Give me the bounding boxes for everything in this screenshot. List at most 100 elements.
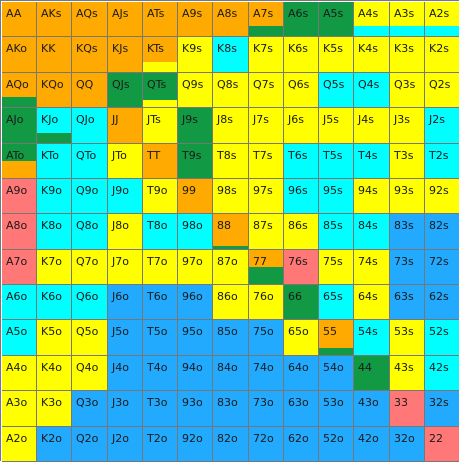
hand-cell-q4s[interactable]: Q4s (354, 73, 390, 108)
hand-cell-a8o[interactable]: A8o (2, 214, 37, 250)
hand-cell-t9o[interactable]: T9o (143, 179, 178, 214)
hand-cell-74s[interactable]: 74s (354, 250, 390, 285)
hand-cell-t3o[interactable]: T3o (143, 391, 178, 427)
hand-cell-43s[interactable]: 43s (390, 356, 425, 391)
hand-cell-k9o[interactable]: K9o (37, 179, 72, 214)
hand-cell-a2s[interactable]: A2s (425, 2, 459, 37)
hand-cell-a6o[interactable]: A6o (2, 285, 37, 320)
hand-cell-97o[interactable]: 97o (178, 250, 213, 285)
hand-cell-t4s[interactable]: T4s (354, 144, 390, 179)
hand-cell-k3o[interactable]: K3o (37, 391, 72, 427)
hand-cell-84s[interactable]: 84s (354, 214, 390, 250)
hand-cell-94s[interactable]: 94s (354, 179, 390, 214)
hand-cell-64o[interactable]: 64o (284, 356, 319, 391)
hand-cell-k2o[interactable]: K2o (37, 427, 72, 462)
hand-cell-jto[interactable]: JTo (108, 144, 143, 179)
hand-cell-q3s[interactable]: Q3s (390, 73, 425, 108)
hand-cell-43o[interactable]: 43o (354, 391, 390, 427)
hand-cell-ats[interactable]: ATs (143, 2, 178, 37)
hand-cell-q4o[interactable]: Q4o (72, 356, 108, 391)
hand-cell-42o[interactable]: 42o (354, 427, 390, 462)
hand-cell-96s[interactable]: 96s (284, 179, 319, 214)
hand-cell-qto[interactable]: QTo (72, 144, 108, 179)
hand-cell-92o[interactable]: 92o (178, 427, 213, 462)
hand-cell-74o[interactable]: 74o (249, 356, 284, 391)
hand-cell-83s[interactable]: 83s (390, 214, 425, 250)
hand-cell-ajo[interactable]: AJo (2, 108, 37, 144)
hand-cell-85s[interactable]: 85s (319, 214, 354, 250)
hand-cell-j8s[interactable]: J8s (213, 108, 249, 144)
hand-cell-a2o[interactable]: A2o (2, 427, 37, 462)
hand-cell-q6o[interactable]: Q6o (72, 285, 108, 320)
hand-cell-j9s[interactable]: J9s (178, 108, 213, 144)
hand-cell-j8o[interactable]: J8o (108, 214, 143, 250)
hand-cell-a4s[interactable]: A4s (354, 2, 390, 37)
hand-cell-75s[interactable]: 75s (319, 250, 354, 285)
hand-cell-k8s[interactable]: K8s (213, 37, 249, 73)
hand-cell-82o[interactable]: 82o (213, 427, 249, 462)
hand-cell-93s[interactable]: 93s (390, 179, 425, 214)
hand-cell-t2o[interactable]: T2o (143, 427, 178, 462)
hand-cell-t8s[interactable]: T8s (213, 144, 249, 179)
hand-cell-t7s[interactable]: T7s (249, 144, 284, 179)
hand-cell-66[interactable]: 66 (284, 285, 319, 320)
hand-cell-q8o[interactable]: Q8o (72, 214, 108, 250)
hand-cell-k5o[interactable]: K5o (37, 320, 72, 356)
hand-cell-55[interactable]: 55 (319, 320, 354, 356)
hand-cell-76o[interactable]: 76o (249, 285, 284, 320)
hand-cell-a5s[interactable]: A5s (319, 2, 354, 37)
hand-cell-t8o[interactable]: T8o (143, 214, 178, 250)
hand-cell-aa[interactable]: AA (2, 2, 37, 37)
hand-cell-q8s[interactable]: Q8s (213, 73, 249, 108)
hand-cell-kqs[interactable]: KQs (72, 37, 108, 73)
hand-cell-86o[interactable]: 86o (213, 285, 249, 320)
hand-cell-a7o[interactable]: A7o (2, 250, 37, 285)
hand-cell-53o[interactable]: 53o (319, 391, 354, 427)
hand-cell-95o[interactable]: 95o (178, 320, 213, 356)
hand-cell-j5o[interactable]: J5o (108, 320, 143, 356)
hand-cell-jts[interactable]: JTs (143, 108, 178, 144)
hand-cell-a6s[interactable]: A6s (284, 2, 319, 37)
hand-cell-j7o[interactable]: J7o (108, 250, 143, 285)
hand-cell-t7o[interactable]: T7o (143, 250, 178, 285)
hand-cell-kts[interactable]: KTs (143, 37, 178, 73)
hand-cell-j2s[interactable]: J2s (425, 108, 459, 144)
hand-cell-j7s[interactable]: J7s (249, 108, 284, 144)
hand-cell-85o[interactable]: 85o (213, 320, 249, 356)
hand-cell-62o[interactable]: 62o (284, 427, 319, 462)
hand-cell-77[interactable]: 77 (249, 250, 284, 285)
hand-cell-j5s[interactable]: J5s (319, 108, 354, 144)
hand-cell-82s[interactable]: 82s (425, 214, 459, 250)
hand-cell-kjs[interactable]: KJs (108, 37, 143, 73)
hand-cell-44[interactable]: 44 (354, 356, 390, 391)
hand-cell-52o[interactable]: 52o (319, 427, 354, 462)
hand-cell-a9o[interactable]: A9o (2, 179, 37, 214)
hand-cell-q9o[interactable]: Q9o (72, 179, 108, 214)
hand-cell-52s[interactable]: 52s (425, 320, 459, 356)
hand-cell-a8s[interactable]: A8s (213, 2, 249, 37)
hand-cell-qjs[interactable]: QJs (108, 73, 143, 108)
hand-cell-73s[interactable]: 73s (390, 250, 425, 285)
hand-cell-65o[interactable]: 65o (284, 320, 319, 356)
hand-cell-kk[interactable]: KK (37, 37, 72, 73)
hand-cell-ajs[interactable]: AJs (108, 2, 143, 37)
hand-cell-q9s[interactable]: Q9s (178, 73, 213, 108)
hand-cell-a4o[interactable]: A4o (2, 356, 37, 391)
hand-cell-kto[interactable]: KTo (37, 144, 72, 179)
hand-cell-84o[interactable]: 84o (213, 356, 249, 391)
hand-cell-t4o[interactable]: T4o (143, 356, 178, 391)
hand-cell-a3o[interactable]: A3o (2, 391, 37, 427)
hand-cell-73o[interactable]: 73o (249, 391, 284, 427)
hand-cell-jj[interactable]: JJ (108, 108, 143, 144)
hand-cell-j4s[interactable]: J4s (354, 108, 390, 144)
hand-cell-k7o[interactable]: K7o (37, 250, 72, 285)
hand-cell-a7s[interactable]: A7s (249, 2, 284, 37)
hand-cell-j4o[interactable]: J4o (108, 356, 143, 391)
hand-cell-j3o[interactable]: J3o (108, 391, 143, 427)
hand-cell-t3s[interactable]: T3s (390, 144, 425, 179)
hand-cell-k9s[interactable]: K9s (178, 37, 213, 73)
hand-cell-q5s[interactable]: Q5s (319, 73, 354, 108)
hand-cell-aqo[interactable]: AQo (2, 73, 37, 108)
hand-cell-tt[interactable]: TT (143, 144, 178, 179)
hand-cell-aks[interactable]: AKs (37, 2, 72, 37)
